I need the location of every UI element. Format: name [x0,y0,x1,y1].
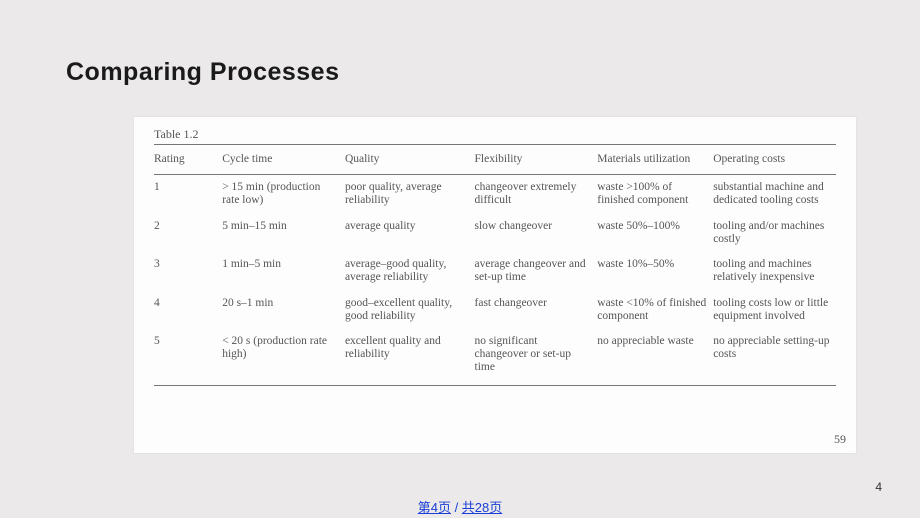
cell: 1 min–5 min [222,252,345,290]
cell: 4 [154,291,222,329]
cell: substantial machine and dedicated toolin… [713,175,836,214]
page-current-link[interactable]: 第4页 [418,500,451,515]
table-row: 3 1 min–5 min average–good quality, aver… [154,252,836,290]
cell: waste 50%–100% [597,214,713,252]
cell: 20 s–1 min [222,291,345,329]
cell: 5 [154,329,222,385]
cell: good–excellent quality, good reliability [345,291,475,329]
cell: average changeover and set-up time [475,252,598,290]
cell: tooling costs low or little equipment in… [713,291,836,329]
cell: tooling and machines relatively inexpens… [713,252,836,290]
slide: Comparing Processes Table 1.2 Rating Cyc… [0,0,920,518]
pagination-separator: / [451,500,462,515]
cell: 1 [154,175,222,214]
cell: excellent quality and reliability [345,329,475,385]
table-row: 1 > 15 min (production rate low) poor qu… [154,175,836,214]
cell: < 20 s (production rate high) [222,329,345,385]
page-total-link[interactable]: 共28页 [462,500,502,515]
table-bottom-rule [154,385,836,386]
cell: average–good quality, average reliabilit… [345,252,475,290]
cell: waste >100% of finished component [597,175,713,214]
table-figure: Table 1.2 Rating Cycle time Quality Flex… [134,117,856,453]
cell: no appreciable setting-up costs [713,329,836,385]
col-header: Cycle time [222,145,345,175]
cell: 5 min–15 min [222,214,345,252]
cell: waste 10%–50% [597,252,713,290]
cell: 2 [154,214,222,252]
col-header: Flexibility [475,145,598,175]
col-header: Quality [345,145,475,175]
cell: poor quality, average reliability [345,175,475,214]
col-header: Materials utilization [597,145,713,175]
col-header: Operating costs [713,145,836,175]
table-row: 5 < 20 s (production rate high) excellen… [154,329,836,385]
table-header-row: Rating Cycle time Quality Flexibility Ma… [154,145,836,175]
cell: > 15 min (production rate low) [222,175,345,214]
cell: fast changeover [475,291,598,329]
cell: no appreciable waste [597,329,713,385]
page-title: Comparing Processes [66,58,340,87]
cell: slow changeover [475,214,598,252]
source-page-number: 59 [834,432,846,447]
cell: waste <10% of finished component [597,291,713,329]
pagination-footer: 第4页 / 共28页 [0,497,920,518]
cell: 3 [154,252,222,290]
table-row: 4 20 s–1 min good–excellent quality, goo… [154,291,836,329]
cell: tooling and/or machines costly [713,214,836,252]
cell: changeover extremely difficult [475,175,598,214]
comparison-table: Rating Cycle time Quality Flexibility Ma… [154,144,836,385]
table-caption: Table 1.2 [154,127,836,142]
slide-number: 4 [875,480,882,494]
table-row: 2 5 min–15 min average quality slow chan… [154,214,836,252]
col-header: Rating [154,145,222,175]
cell: average quality [345,214,475,252]
cell: no significant changeover or set-up time [475,329,598,385]
